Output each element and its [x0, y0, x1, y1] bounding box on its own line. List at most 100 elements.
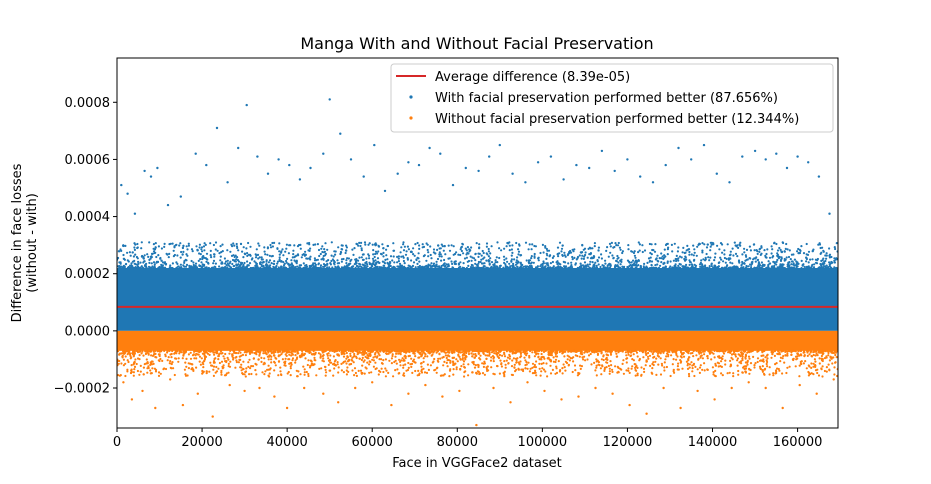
scatter-point	[776, 249, 780, 252]
scatter-point	[220, 371, 223, 374]
scatter-point	[184, 361, 187, 364]
scatter-point	[307, 372, 310, 376]
scatter-point	[288, 353, 291, 356]
scatter-point	[529, 367, 532, 370]
scatter-point	[439, 357, 442, 360]
scatter-point	[148, 266, 152, 269]
scatter-point	[695, 254, 698, 257]
scatter-point	[820, 264, 823, 267]
scatter-point	[308, 249, 311, 252]
scatter-point	[142, 366, 145, 369]
scatter-point	[566, 254, 569, 257]
scatter-point	[776, 352, 779, 355]
scatter-point	[759, 266, 762, 270]
scatter-point	[511, 352, 514, 355]
scatter-point	[145, 266, 148, 270]
scatter-point	[249, 254, 252, 257]
scatter-point	[181, 403, 185, 407]
scatter-point	[353, 354, 356, 357]
scatter-point	[399, 352, 402, 355]
scatter-point	[363, 264, 366, 267]
scatter-point	[638, 349, 642, 352]
scatter-point	[525, 363, 528, 366]
scatter-point	[825, 366, 829, 369]
scatter-point	[610, 241, 614, 244]
scatter-point	[427, 251, 430, 254]
scatter-point	[240, 363, 243, 366]
scatter-point	[257, 242, 260, 245]
scatter-point	[427, 351, 430, 354]
scatter-point	[330, 241, 333, 244]
scatter-point	[332, 355, 335, 358]
scatter-point	[650, 253, 653, 256]
scatter-point	[418, 264, 421, 268]
scatter-point	[644, 364, 647, 367]
scatter-point	[776, 258, 779, 262]
scatter-point	[262, 349, 265, 353]
scatter-point	[704, 256, 707, 259]
scatter-point	[776, 252, 779, 255]
scatter-point	[128, 251, 131, 254]
scatter-point	[368, 242, 371, 245]
scatter-point	[360, 371, 363, 374]
scatter-point	[817, 351, 820, 354]
scatter-point	[288, 266, 291, 269]
scatter-point	[503, 373, 506, 376]
scatter-point	[823, 265, 826, 268]
scatter-point	[812, 266, 816, 269]
scatter-point	[748, 357, 751, 360]
scatter-point	[710, 265, 713, 268]
scatter-point	[136, 242, 139, 246]
scatter-point	[426, 355, 429, 358]
scatter-point	[567, 262, 570, 265]
scatter-point	[413, 350, 417, 353]
scatter-point	[561, 244, 564, 247]
scatter-point	[738, 353, 741, 356]
x-tick-label: 0	[113, 435, 121, 450]
scatter-point	[675, 254, 678, 257]
scatter-point	[307, 359, 310, 362]
scatter-point	[539, 374, 542, 377]
scatter-point	[149, 255, 152, 258]
scatter-point	[376, 257, 380, 260]
scatter-point	[207, 266, 210, 270]
scatter-point	[347, 349, 350, 352]
scatter-point	[364, 243, 367, 246]
scatter-point	[360, 247, 363, 250]
scatter-point	[471, 350, 474, 353]
scatter-point	[822, 250, 825, 253]
scatter-point	[600, 149, 604, 153]
scatter-point	[781, 350, 784, 353]
scatter-point	[589, 260, 592, 263]
scatter-point	[496, 365, 499, 368]
scatter-point	[806, 351, 809, 354]
scatter-point	[298, 266, 301, 269]
scatter-point	[579, 262, 582, 265]
scatter-point	[321, 355, 324, 358]
scatter-point	[504, 363, 507, 366]
scatter-point	[217, 354, 220, 358]
scatter-point	[519, 350, 522, 353]
scatter-point	[280, 250, 283, 253]
scatter-point	[218, 265, 221, 268]
scatter-point	[372, 253, 375, 256]
scatter-point	[371, 350, 374, 353]
scatter-point	[153, 263, 156, 266]
scatter-point	[743, 251, 746, 254]
scatter-point	[292, 349, 295, 352]
scatter-point	[265, 352, 268, 355]
scatter-point	[471, 371, 474, 374]
scatter-point	[475, 423, 478, 427]
scatter-point	[317, 352, 320, 355]
scatter-point	[388, 359, 391, 362]
scatter-point	[479, 350, 482, 353]
scatter-point	[119, 262, 122, 265]
scatter-point	[467, 374, 470, 377]
scatter-point	[766, 248, 769, 251]
scatter-point	[277, 374, 280, 377]
scatter-point	[568, 359, 572, 362]
scatter-point	[126, 251, 129, 254]
scatter-point	[475, 263, 478, 266]
scatter-point	[533, 244, 536, 248]
scatter-point	[276, 349, 279, 352]
